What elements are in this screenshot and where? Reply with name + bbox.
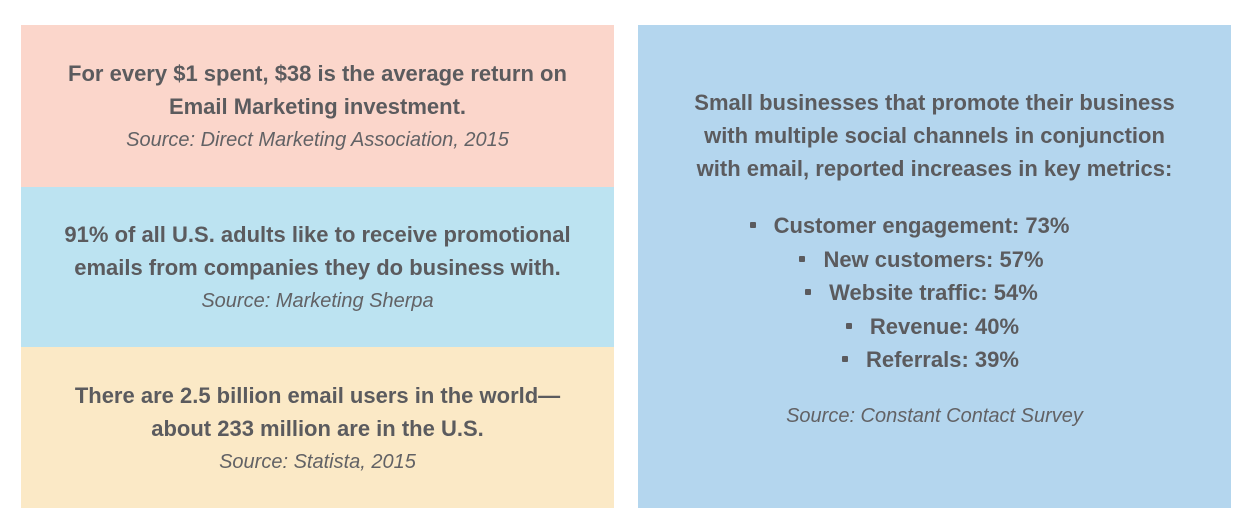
roi-stat-text: For every $1 spent, $38 is the average r… <box>68 57 567 123</box>
roi-stat-line-2: Email Marketing investment. <box>168 94 467 119</box>
adults-stat-card: 91% of all U.S. adults like to receive p… <box>21 187 614 347</box>
adults-stat-line-1: 91% of all U.S. adults like to receive p… <box>64 222 571 247</box>
bullet-icon <box>842 356 849 363</box>
metric-item: Website traffic: 54% <box>805 276 1038 310</box>
bullet-icon <box>749 222 756 229</box>
metric-item: New customers: 57% <box>799 243 1044 277</box>
social-stat-line-3: with email, reported increases in key me… <box>696 156 1173 182</box>
metric-label: Website traffic: 54% <box>829 280 1038 306</box>
metric-label: New customers: 57% <box>823 246 1044 272</box>
social-source: Source: Constant Contact Survey <box>786 404 1083 427</box>
metric-item: Revenue: 40% <box>845 310 1020 344</box>
email-users-source: Source: Statista, 2015 <box>219 450 416 473</box>
metrics-list: Customer engagement: 73% New customers: … <box>749 209 1095 377</box>
bullet-icon <box>799 255 806 262</box>
email-users-stat-text: There are 2.5 billion email users in the… <box>75 379 560 445</box>
roi-stat-line-1: For every $1 spent, $38 is the average r… <box>68 61 567 86</box>
social-stat-line-2: with multiple social channels in conjunc… <box>704 123 1165 149</box>
adults-stat-line-2: emails from companies they do business w… <box>74 255 561 280</box>
metric-item: Customer engagement: 73% <box>749 209 1070 243</box>
adults-stat-text: 91% of all U.S. adults like to receive p… <box>64 218 570 284</box>
email-users-stat-card: There are 2.5 billion email users in the… <box>21 347 614 508</box>
social-stat-line-1: Small businesses that promote their busi… <box>694 90 1175 116</box>
social-stat-text: Small businesses that promote their busi… <box>694 86 1174 185</box>
bullet-icon <box>805 289 812 296</box>
bullet-icon <box>845 322 852 329</box>
email-users-stat-line-2: about 233 million are in the U.S. <box>151 415 484 441</box>
email-users-stat-line-1: There are 2.5 billion email users in the… <box>74 382 561 408</box>
metric-label: Referrals: 39% <box>866 347 1019 373</box>
metric-label: Revenue: 40% <box>869 313 1020 339</box>
adults-source: Source: Marketing Sherpa <box>201 290 434 312</box>
roi-source: Source: Direct Marketing Association, 20… <box>126 129 509 151</box>
metric-item: Referrals: 39% <box>842 343 1019 377</box>
metric-label: Customer engagement: 73% <box>773 213 1070 239</box>
roi-stat-card: For every $1 spent, $38 is the average r… <box>21 25 614 187</box>
social-channels-stat-card: Small businesses that promote their busi… <box>638 25 1231 508</box>
